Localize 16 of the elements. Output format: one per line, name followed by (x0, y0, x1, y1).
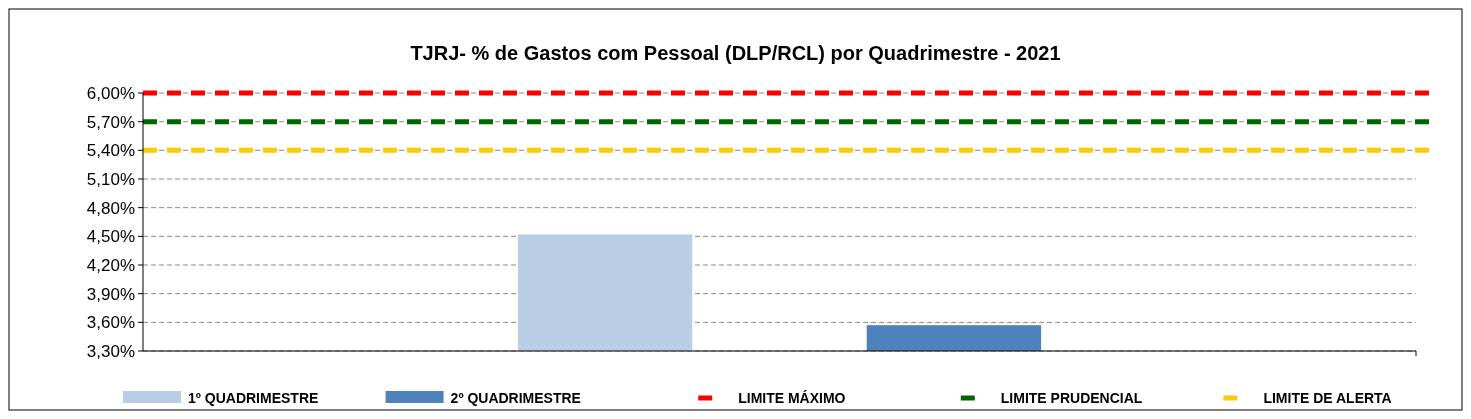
y-tick-label: 3,90% (86, 284, 135, 304)
y-tick-label: 5,10% (86, 169, 135, 189)
legend-label: LIMITE PRUDENCIAL (1000, 389, 1143, 406)
legend-label: 2º QUADRIMESTRE (450, 389, 581, 406)
legend-label: LIMITE DE ALERTA (1263, 389, 1392, 406)
y-tick-label: 3,30% (86, 341, 135, 361)
y-tick-label: 4,50% (86, 227, 135, 247)
y-tick-label: 6,00% (86, 83, 135, 103)
legend-label: 1º QUADRIMESTRE (188, 389, 319, 406)
y-tick-label: 5,70% (86, 112, 135, 132)
y-tick-label: 5,40% (86, 141, 135, 161)
y-tick-label: 4,20% (86, 255, 135, 275)
y-tick-label: 4,80% (86, 198, 135, 218)
y-tick-label: 3,60% (86, 313, 135, 333)
chart-title: TJRJ- % de Gastos com Pessoal (DLP/RCL) por Quadrimestre - 2021 (410, 42, 1061, 64)
legend-label: LIMITE MÁXIMO (738, 389, 846, 406)
